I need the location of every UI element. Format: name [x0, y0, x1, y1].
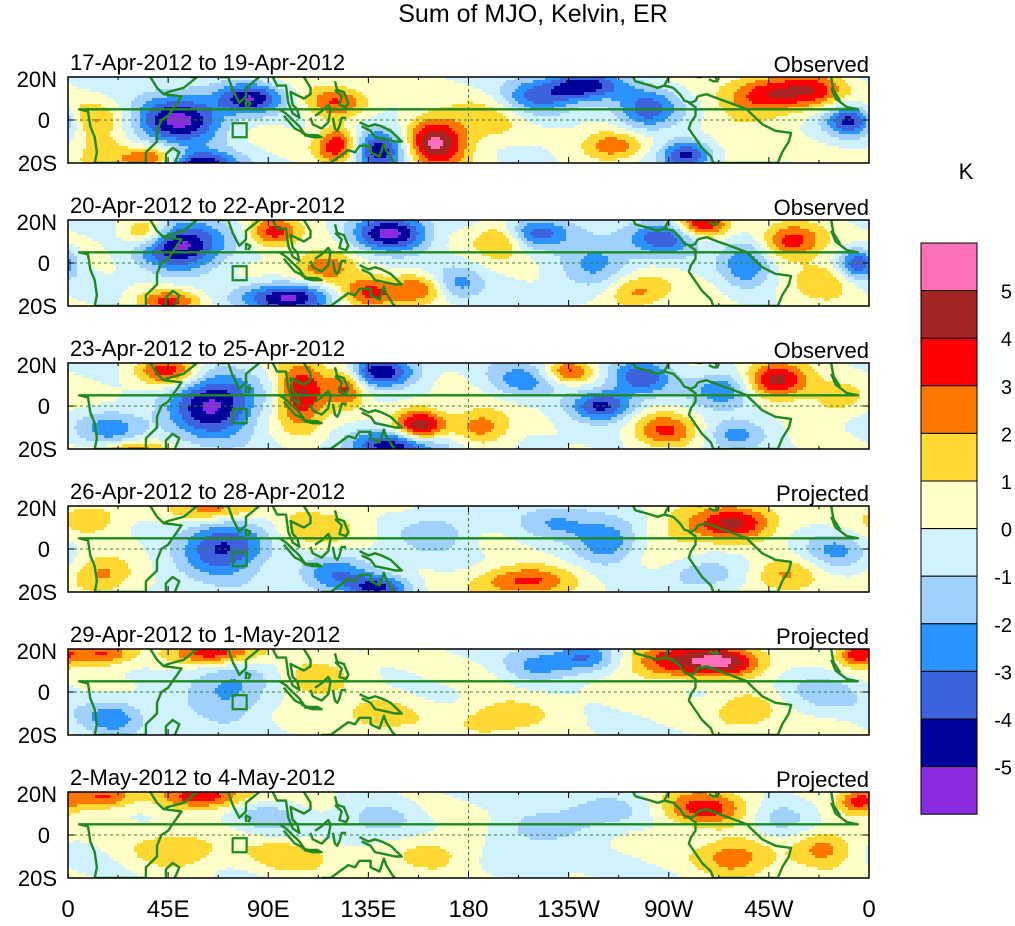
colorbar-level: 3 [1001, 377, 1012, 399]
panel-date-range: 17-Apr-2012 to 19-Apr-2012 [70, 50, 345, 75]
panel-label: Observed [774, 52, 869, 77]
colorbar-swatch [921, 767, 977, 815]
y-tick-label: 20S [18, 580, 57, 605]
y-tick-label: 20S [18, 866, 57, 891]
colorbar-swatch [921, 671, 977, 719]
x-tick-label: 180 [448, 896, 488, 921]
colorbar-level: -2 [994, 615, 1012, 637]
x-tick-label: 90W [644, 896, 694, 921]
colorbar-level: -5 [994, 758, 1012, 780]
y-tick-label: 20N [17, 782, 57, 807]
y-tick-label: 20N [17, 210, 57, 235]
panel-4: 26-Apr-2012 to 28-Apr-2012 Projected 20N 0 2… [17, 479, 870, 605]
panel-label: Projected [776, 481, 869, 506]
colorbar-unit: K [959, 159, 974, 184]
y-tick-label: 20N [17, 496, 57, 521]
panel-date-range: 2-May-2012 to 4-May-2012 [70, 765, 335, 790]
colorbar-swatch [921, 576, 977, 624]
panel-label: Observed [774, 195, 869, 220]
panel-5: 29-Apr-2012 to 1-May-2012 Projected 20N 0 20… [17, 622, 870, 748]
colorbar-level: 4 [1001, 329, 1012, 351]
colorbar-swatch [921, 243, 977, 291]
colorbar-swatch [921, 529, 977, 577]
colorbar-level: 5 [1001, 282, 1012, 304]
colorbar-level: -3 [994, 662, 1012, 684]
panel-6: 2-May-2012 to 4-May-2012 Projected 20N 0 20S [17, 765, 870, 891]
colorbar-swatch [921, 624, 977, 672]
x-tick-label: 135E [340, 896, 396, 921]
y-tick-label: 20N [17, 67, 57, 92]
x-tick-label: 0 [862, 896, 875, 921]
x-tick-label: 45W [744, 896, 794, 921]
y-tick-label: 0 [38, 108, 50, 133]
y-tick-label: 20N [17, 353, 57, 378]
colorbar-swatch [921, 386, 977, 434]
panel-2: 20-Apr-2012 to 22-Apr-2012 Observed 20N 0 20… [17, 193, 870, 319]
y-tick-label: 0 [38, 537, 50, 562]
panel-label: Projected [776, 624, 869, 649]
colorbar-swatch [921, 433, 977, 481]
colorbar-level: 1 [1001, 472, 1012, 494]
y-tick-label: 20S [18, 151, 57, 176]
colorbar-level: -1 [994, 567, 1012, 589]
x-tick-label: 135W [537, 896, 600, 921]
colorbar: K 5 4 3 2 1 0 -1 -2 -3 -4 -5 [921, 159, 1012, 814]
panel-3: 23-Apr-2012 to 25-Apr-2012 Observed 20N 0 20… [17, 336, 870, 462]
panel-date-range: 23-Apr-2012 to 25-Apr-2012 [70, 336, 345, 361]
colorbar-level: 0 [1001, 520, 1012, 542]
x-axis: 0 45E 90E 135E 180 135W 90W 45W 0 [61, 896, 875, 921]
y-tick-label: 20S [18, 437, 57, 462]
colorbar-swatch [921, 719, 977, 767]
y-tick-label: 20S [18, 294, 57, 319]
y-tick-label: 20N [17, 639, 57, 664]
x-tick-label: 0 [61, 896, 74, 921]
y-tick-label: 0 [38, 251, 50, 276]
chart-title: Sum of MJO, Kelvin, ER [398, 0, 668, 28]
x-tick-label: 90E [247, 896, 290, 921]
panel-label: Projected [776, 767, 869, 792]
y-tick-label: 0 [38, 394, 50, 419]
y-tick-label: 0 [38, 823, 50, 848]
y-tick-label: 0 [38, 680, 50, 705]
x-tick-label: 45E [147, 896, 190, 921]
colorbar-swatch [921, 338, 977, 386]
colorbar-level: 2 [1001, 424, 1012, 446]
panel-label: Observed [774, 338, 869, 363]
panel-date-range: 20-Apr-2012 to 22-Apr-2012 [70, 193, 345, 218]
colorbar-level: -4 [994, 710, 1012, 732]
colorbar-swatch [921, 481, 977, 529]
panel-1: 17-Apr-2012 to 19-Apr-2012 Observed 20N 0 20… [17, 50, 870, 176]
colorbar-swatch [921, 291, 977, 339]
y-tick-label: 20S [18, 723, 57, 748]
panel-date-range: 26-Apr-2012 to 28-Apr-2012 [70, 479, 345, 504]
panel-date-range: 29-Apr-2012 to 1-May-2012 [70, 622, 340, 647]
